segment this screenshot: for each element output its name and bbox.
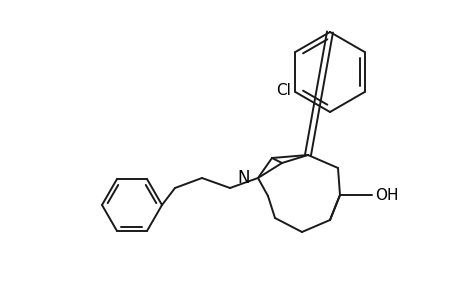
Text: OH: OH [374, 188, 397, 202]
Text: Cl: Cl [276, 82, 291, 98]
Text: N: N [237, 169, 249, 187]
